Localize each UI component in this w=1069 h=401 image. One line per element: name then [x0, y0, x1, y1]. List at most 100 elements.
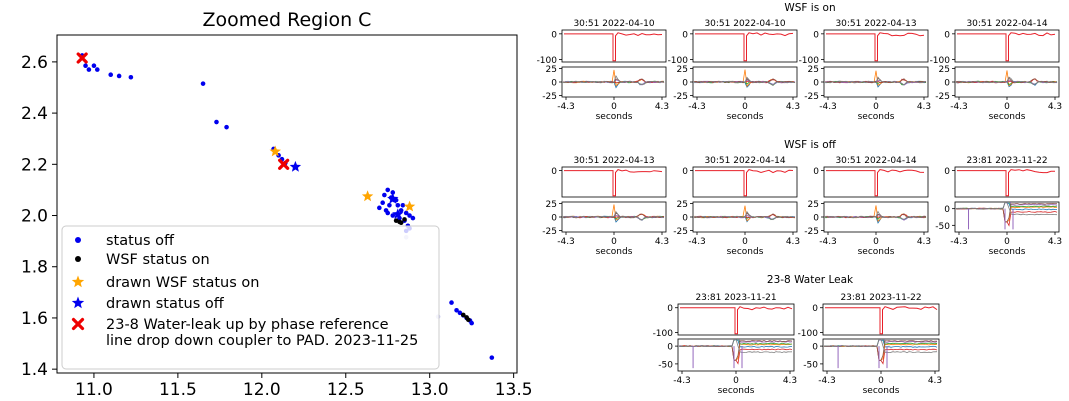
data-point: [410, 215, 416, 221]
y-tick-label: 0: [944, 79, 950, 89]
panel-title: 23:81 2023-11-22: [840, 293, 921, 303]
bottom-trace: [693, 76, 795, 86]
x-axis-label: seconds: [858, 247, 895, 257]
panel-wsf-off-1: 30:51 2022-04-14 0 25 0 -25-4.3 0 4.3 seconds: [673, 156, 800, 257]
legend-label: status off: [106, 233, 175, 249]
x-tick-label: -4.3: [673, 376, 691, 386]
chart-title: Zoomed Region C: [203, 9, 372, 31]
x-axis-label: seconds: [718, 386, 755, 396]
y-tick-label: -25: [542, 227, 557, 237]
legend-label: 23-8 Water-leak up by phase reference: [106, 317, 389, 333]
panel-water-leak-1: 23:81 2023-11-22 0 -100 0 -50-4.3 0 4.3 seconds: [798, 293, 943, 396]
section-title-wsf-off: WSF is off: [784, 139, 837, 151]
data-point: [289, 160, 302, 172]
x-tick-label: 4.3: [917, 102, 931, 112]
y-tick-label: 1.8: [21, 258, 48, 278]
top-trace: [564, 169, 663, 197]
top-subplot-frame: [954, 29, 1060, 63]
data-point: [200, 81, 206, 86]
top-trace: [826, 32, 925, 62]
bottom-trace: [824, 210, 927, 220]
y-tick-label: 0: [551, 167, 557, 177]
panel-title: 30:51 2022-04-14: [835, 156, 916, 166]
y-tick-label: 2.6: [21, 53, 48, 73]
data-point: [387, 192, 399, 204]
data-point: [76, 52, 88, 64]
bottom-trace: [955, 76, 1058, 85]
section-title-wsf-on: WSF is on: [784, 2, 835, 14]
y-tick-label: 0: [682, 214, 688, 224]
data-point: [469, 320, 474, 326]
x-tick-label: 0: [1004, 102, 1010, 112]
y-tick-label: 1.6: [21, 309, 48, 329]
x-tick-label: 4.3: [655, 237, 669, 247]
y-tick-label: -100: [653, 329, 674, 339]
data-point: [454, 307, 459, 313]
zoomed-region-c-chart: Zoomed Region C 11.0 11.5 12.0 12.5 13.0 13.5 1…: [21, 9, 533, 400]
bottom-trace: [694, 69, 796, 88]
y-tick-label: 25: [677, 200, 688, 210]
data-point: [94, 67, 100, 72]
top-trace: [695, 169, 794, 197]
x-tick-label: 0: [733, 376, 739, 386]
x-tick-label: -4.3: [688, 237, 706, 247]
panel-title: 30:51 2022-04-13: [573, 156, 654, 166]
bottom-traces: [824, 70, 927, 88]
y-tick-label: 0: [813, 30, 819, 40]
bottom-traces: [823, 339, 938, 369]
top-subplot-frame: [823, 29, 929, 63]
x-tick-label: 0: [611, 237, 617, 247]
bottom-trace: [824, 205, 926, 223]
y-tick-label: 0: [812, 304, 818, 314]
y-tick-label: -25: [673, 227, 688, 237]
panel-title: 23:81 2023-11-22: [966, 156, 1047, 166]
x-tick-label: 4.3: [783, 376, 797, 386]
panel-wsf-off-2: 30:51 2022-04-14 0 25 0 -25-4.3 0 4.3 seconds: [804, 156, 931, 257]
x-tick-label: 4.3: [655, 102, 669, 112]
panel-title: 30:51 2022-04-10: [704, 19, 785, 29]
bottom-trace: [562, 75, 665, 86]
y-tick-label: 0: [551, 214, 557, 224]
data-point: [214, 119, 219, 125]
x-tick-label: 12.5: [327, 380, 365, 400]
legend-marker: [71, 296, 85, 309]
y-tick-label: 0: [813, 167, 819, 177]
x-tick-label: 13.5: [495, 380, 533, 400]
panel-title: 30:51 2022-04-14: [966, 19, 1047, 29]
x-tick-label: -4.3: [818, 376, 836, 386]
section-title-water-leak: 23-8 Water Leak: [767, 274, 854, 286]
x-tick-label: -4.3: [557, 102, 575, 112]
y-tick-label: -25: [935, 92, 950, 102]
data-point: [83, 63, 88, 69]
y-tick-label: 0: [813, 214, 819, 224]
legend-label: drawn WSF status on: [106, 275, 259, 291]
x-tick-label: 12.0: [243, 380, 281, 400]
data-point: [449, 300, 454, 305]
data-point: [407, 213, 412, 218]
panel-title: 30:51 2022-04-13: [835, 19, 916, 29]
y-tick-label: 0: [682, 79, 688, 89]
y-tick-label: 25: [546, 65, 557, 75]
bottom-trace: [678, 339, 793, 354]
panel-title: 30:51 2022-04-10: [573, 19, 654, 29]
data-point: [390, 213, 396, 218]
bottom-traces: [562, 204, 665, 223]
y-tick-label: 0: [813, 79, 819, 89]
data-point: [382, 192, 387, 198]
bottom-trace: [693, 210, 796, 221]
data-point: [392, 208, 404, 220]
y-tick-label: 25: [546, 200, 557, 210]
bottom-traces: [562, 69, 665, 89]
x-axis-label: seconds: [863, 386, 900, 396]
bottom-traces: [693, 205, 796, 223]
data-point: [361, 190, 374, 202]
y-tick-label: 0: [944, 167, 950, 177]
x-axis-label: seconds: [727, 247, 764, 257]
data-point: [385, 210, 391, 216]
x-tick-label: 4.3: [1048, 102, 1062, 112]
data-point: [460, 312, 466, 318]
x-tick-label: 4.3: [917, 237, 931, 247]
y-tick-label: -50: [803, 360, 818, 370]
y-tick-label: 25: [808, 200, 819, 210]
x-axis-label: seconds: [596, 112, 633, 122]
